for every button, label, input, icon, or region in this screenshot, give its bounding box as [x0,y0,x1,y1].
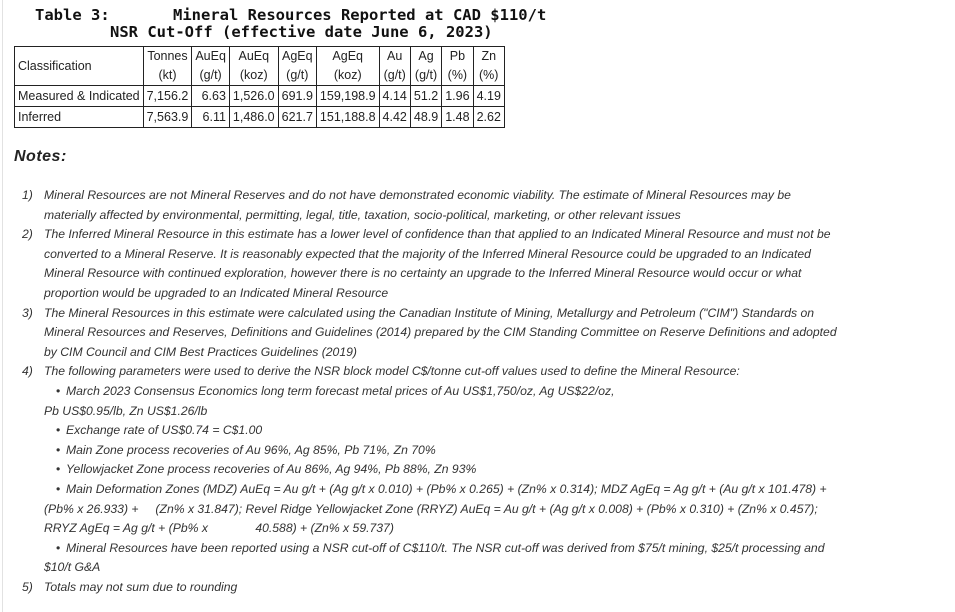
header-au: Au (g/t) [378,46,411,86]
cell-value: 1.48 [441,106,474,128]
cell-value: 159,198.9 [315,85,380,107]
header-aueq-gt: AuEq (g/t) [191,46,230,86]
cell-classification: Inferred [14,106,144,128]
header-pb: Pb (%) [441,46,474,86]
note-text: Exchange rate of US$0.74 = C$1.00 [66,423,263,438]
cell-value: 4.14 [378,85,411,107]
header-text: Au [387,49,403,63]
note-number: 2) [22,227,33,242]
table-title-line2: NSR Cut-Off (effective date June 6, 2023… [110,23,493,41]
page-border [2,0,3,612]
cell-value: 4.19 [472,85,505,107]
header-text: Pb [449,49,466,63]
header-text: Ag [418,49,434,63]
note-text: The Inferred Mineral Resource in this es… [44,227,831,242]
header-unit: (%) [447,68,468,82]
cell-classification: Measured & Indicated [14,85,144,107]
note-text: The following parameters were used to de… [44,364,740,379]
header-ag: Ag (g/t) [409,46,443,86]
header-text: AuEq [195,49,226,63]
note-text: March 2023 Consensus Economics long term… [66,384,615,398]
cell-value: 2.62 [472,106,505,128]
bullet-marker: • [56,442,61,457]
cell-value: 7,563.9 [142,106,193,128]
header-text: Zn [481,49,497,63]
cell-value: 6.63 [191,85,230,107]
header-tonnes: Tonnes (kt) [142,46,193,86]
header-unit: (g/t) [383,68,406,82]
note-number: 4) [22,364,33,379]
header-text: Classification [18,58,92,73]
cell-value: 51.2 [409,85,443,107]
cell-value: 621.7 [277,106,317,128]
cell-value: 1.96 [441,85,474,107]
bullet-marker: • [56,540,61,555]
header-aueq-koz: AuEq (koz) [228,46,279,86]
note-text: Mineral Resources are not Mineral Reserv… [44,188,791,202]
table-title-line1: Mineral Resources Reported at CAD $110/t [173,6,547,24]
header-unit: (kt) [158,68,177,82]
note-text: Totals may not sum due to rounding [44,580,238,594]
note-number: 1) [22,188,33,202]
header-unit: (g/t) [414,68,438,82]
bullet-marker: • [56,462,61,477]
note-text: by CIM Council and CIM Best Practices Gu… [44,344,357,359]
header-classification: Classification [14,46,144,86]
header-text: AgEq [281,49,313,63]
note-text: The Mineral Resources in this estimate w… [44,305,815,320]
mineral-resources-table: Classification Tonnes (kt) AuEq (g/t) AuEq… [14,46,505,128]
cell-value: 6.11 [191,106,230,128]
header-unit: (koz) [239,68,268,82]
cell-value: 7,156.2 [142,85,193,107]
header-zn: Zn (%) [472,46,505,86]
note-number: 5) [22,580,33,594]
bullet-marker: • [56,384,61,398]
header-ageq-koz: AgEq (koz) [315,46,380,86]
table-row: Inferred 7,563.9 6.11 1,486.0 621.7 151,188.8… [14,106,505,128]
note-text: Yellowjacket Zone process recoveries of … [66,462,477,477]
cell-value: 1,486.0 [228,106,279,128]
header-unit: (koz) [333,68,362,82]
note-number: 3) [22,305,33,320]
table-row: Measured & Indicated 7,156.2 6.63 1,526.0 69… [14,85,505,107]
cell-value: 4.42 [378,106,411,128]
table-label: Table 3: [35,6,110,24]
header-unit: (g/t) [286,68,309,82]
header-unit: (g/t) [199,68,222,82]
note-text: Mineral Resources and Reserves, Definiti… [44,325,837,340]
cell-value: 1,526.0 [228,85,279,107]
note-text: Main Zone process recoveries of Au 96%, … [66,442,436,457]
cell-value: 691.9 [277,85,317,107]
table-header-row: Classification Tonnes (kt) AuEq (g/t) AuEq… [14,46,505,86]
note-text: Mineral Resources have been reported usi… [66,540,825,555]
note-text: Main Deformation Zones (MDZ) AuEq = Au g… [66,482,827,496]
note-text: Mineral Resource with continued explorat… [44,266,802,281]
note-text: proportion would be upgraded to an Indic… [44,286,389,300]
note-text: materially affected by environmental, pe… [44,207,681,222]
note-text: Pb US$0.95/lb, Zn US$1.26/lb [44,403,208,418]
header-text: AgEq [332,49,364,63]
cell-value: 151,188.8 [315,106,380,128]
header-text: AuEq [238,49,270,63]
note-text: (Pb% x 26.933) + (Zn% x 31.847); Revel R… [44,501,818,516]
header-ageq-gt: AgEq (g/t) [277,46,317,86]
note-text: converted to a Mineral Reserve. It is re… [44,246,811,261]
bullet-marker: • [56,423,61,438]
cell-value: 48.9 [409,106,443,128]
note-text: $10/t G&A [44,560,101,575]
header-text: Tonnes [147,49,188,63]
notes-heading: Notes: [14,148,67,165]
header-unit: (%) [479,68,499,82]
note-text: RRYZ AgEq = Ag g/t + (Pb% x 40.588) + (Z… [44,521,394,536]
bullet-marker: • [56,482,61,496]
